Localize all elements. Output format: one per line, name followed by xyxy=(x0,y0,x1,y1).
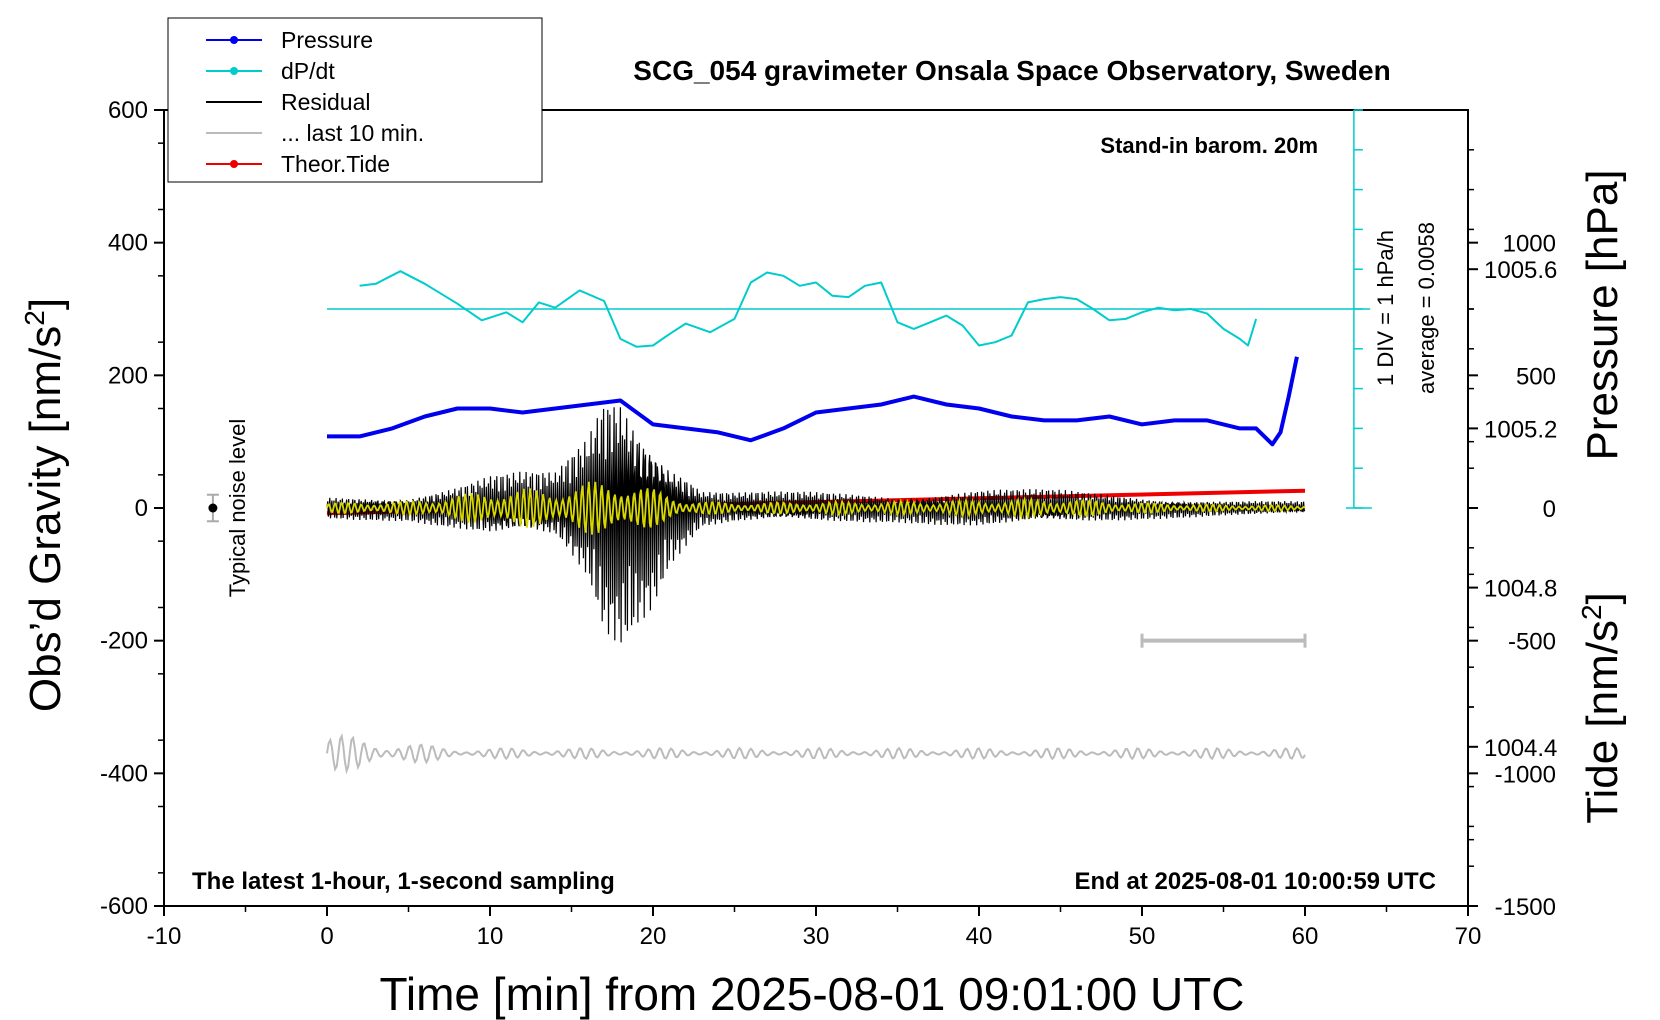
y-tick-label: 200 xyxy=(108,362,148,389)
div-label: 1 DIV = 1 hPa/h xyxy=(1373,230,1398,386)
last10-bar xyxy=(1140,633,1307,648)
x-tick-label: 40 xyxy=(966,923,993,950)
tide-tick-label: 1000 xyxy=(1503,231,1556,258)
legend-marker xyxy=(230,36,238,44)
series-layer xyxy=(326,270,1371,775)
noise-label: Typical noise level xyxy=(225,419,250,598)
tide-tick-label: 0 xyxy=(1543,496,1556,523)
pressure-tick-label: 1004.8 xyxy=(1484,576,1557,603)
noise-point xyxy=(208,503,218,513)
y-tick-label: 400 xyxy=(108,230,148,257)
residual-series-line xyxy=(326,407,1306,643)
legend-label: dP/dt xyxy=(281,58,335,84)
legend-label: ... last 10 min. xyxy=(281,120,424,146)
end-annotation: End at 2025-08-01 10:00:59 UTC xyxy=(1075,868,1437,895)
noise-level-marker xyxy=(206,493,219,523)
legend-marker xyxy=(230,67,238,75)
pressure-tick-label: 1004.4 xyxy=(1484,735,1557,762)
tide-axis: 1000 500 0 -500 -1000 -1500 xyxy=(1468,231,1556,921)
average-label: average = 0.0058 xyxy=(1414,222,1439,394)
barometer-annotation: Stand-in barom. 20m xyxy=(1100,133,1318,158)
y-axis-label-sup: 2 xyxy=(19,310,50,326)
x-tick-label: 60 xyxy=(1292,923,1319,950)
y-tick-label: 600 xyxy=(108,97,148,124)
x-tick-label: 10 xyxy=(477,923,504,950)
tide-tick-label: 500 xyxy=(1516,363,1556,390)
pressure-axis: 1005.6 1005.2 1004.8 1004.4 xyxy=(1468,149,1557,867)
x-axis: -10 0 10 20 30 40 50 60 70 xyxy=(147,906,1482,950)
tide-tick-label: -1500 xyxy=(1495,894,1556,921)
y-tick-label: -200 xyxy=(100,628,148,655)
y-tick-label: -600 xyxy=(100,893,148,920)
tide-axis-label-close: ] xyxy=(1578,592,1627,604)
x-tick-label: -10 xyxy=(147,923,182,950)
pressure-series-line xyxy=(327,356,1299,447)
tide-axis-label: Tide [nm/s2] xyxy=(1576,592,1627,824)
pressure-tick-label: 1005.2 xyxy=(1484,416,1557,443)
tide-tick-label: -1000 xyxy=(1495,761,1556,788)
tide-tick-label: -500 xyxy=(1508,629,1556,656)
x-tick-label: 70 xyxy=(1455,923,1482,950)
legend-label: Pressure xyxy=(281,27,373,53)
legend-label: Residual xyxy=(281,89,371,115)
x-tick-label: 0 xyxy=(320,923,333,950)
pressure-tick-label: 1005.6 xyxy=(1484,257,1557,284)
pressure-axis-label: Pressure [hPa] xyxy=(1578,169,1627,460)
tide-axis-label-main: Tide [nm/s xyxy=(1578,620,1627,824)
y-tick-label: 0 xyxy=(135,495,148,522)
tide-axis-label-sup: 2 xyxy=(1576,604,1607,620)
y-axis: 600 400 200 0 -200 -400 -600 xyxy=(100,97,164,920)
chart-title: SCG_054 gravimeter Onsala Space Observat… xyxy=(633,55,1390,86)
y-axis-label-close: ] xyxy=(21,298,70,310)
dpdt-series-line xyxy=(359,270,1258,348)
x-axis-label: Time [min] from 2025-08-01 09:01:00 UTC xyxy=(380,968,1245,1020)
x-tick-label: 20 xyxy=(640,923,667,950)
legend-marker xyxy=(230,160,238,168)
legend: Pressure dP/dt Residual ... last 10 min. The… xyxy=(167,17,543,183)
legend-box xyxy=(167,17,543,183)
x-tick-label: 30 xyxy=(803,923,830,950)
y-axis-label: Obs’d Gravity [nm/s2] xyxy=(19,298,70,712)
last10-series-line xyxy=(326,733,1306,775)
y-tick-label: -400 xyxy=(100,760,148,787)
x-tick-label: 50 xyxy=(1129,923,1156,950)
legend-label: Theor.Tide xyxy=(281,151,390,177)
latest-annotation: The latest 1-hour, 1-second sampling xyxy=(192,868,615,895)
filtered-residual-series-line xyxy=(326,481,1306,535)
y-axis-label-main: Obs’d Gravity [nm/s xyxy=(21,326,70,712)
